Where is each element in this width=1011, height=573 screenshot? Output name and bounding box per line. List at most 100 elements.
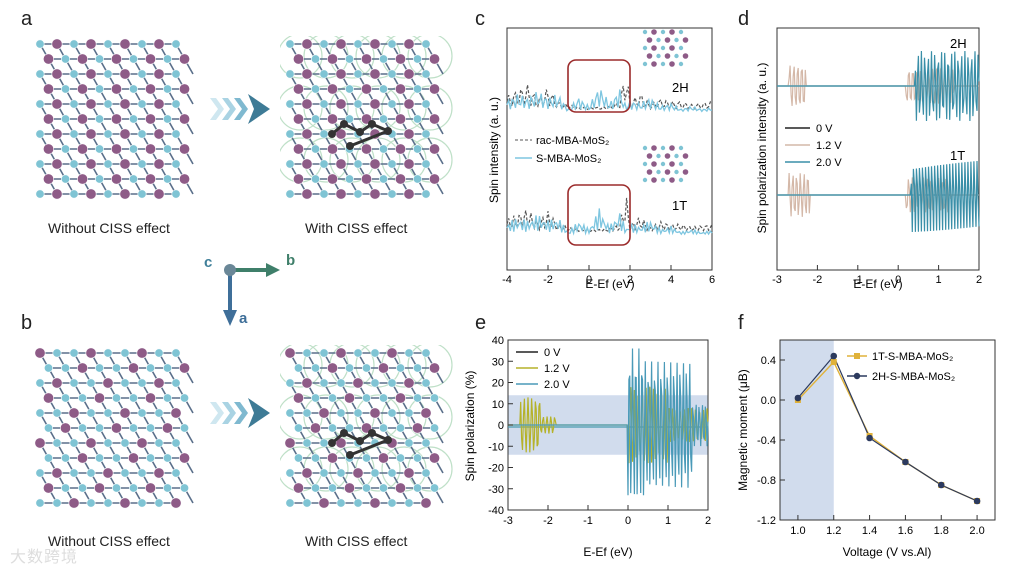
e-ytick-label: 30 <box>492 356 504 368</box>
mo-atom <box>335 347 347 359</box>
e-xtick-label: 2 <box>705 515 711 527</box>
s-atom <box>163 54 173 64</box>
mo-atom <box>309 422 321 434</box>
s-atom <box>60 483 70 493</box>
mo-atom <box>51 98 63 110</box>
s-atom <box>137 99 147 109</box>
s-atom <box>146 363 156 373</box>
s-atom <box>387 99 397 109</box>
mo-atom <box>429 362 441 374</box>
caption-b-right: With CISS effect <box>305 533 408 549</box>
c-series-rac-1t <box>506 197 713 233</box>
mo-atom <box>429 173 441 185</box>
mo-atom <box>153 188 165 200</box>
s-atom <box>319 159 329 169</box>
inset-atom <box>642 145 648 151</box>
s-atom <box>413 144 423 154</box>
s-atom <box>362 483 372 493</box>
d-ylabel: Spin polarization intensity (a. u.) <box>755 63 769 234</box>
mo-atom <box>145 482 157 494</box>
c-series-s-2h <box>506 89 712 113</box>
transition-arrow-icon <box>210 94 270 124</box>
s-atom <box>137 189 147 199</box>
caption-a-left: Without CISS effect <box>48 220 170 236</box>
s-atom <box>180 393 190 403</box>
c-xtick-label: 0 <box>586 274 592 286</box>
d-xtick-label: 2 <box>976 274 982 286</box>
inset-atom <box>660 177 666 183</box>
mo-atom <box>361 173 373 185</box>
s-atom <box>285 189 295 199</box>
s-atom <box>171 468 181 478</box>
inset-atom <box>678 177 684 183</box>
d-annot-1t: 1T <box>950 148 965 163</box>
mo-atom <box>43 392 54 404</box>
inset-atom <box>656 37 661 43</box>
mo-atom <box>68 497 80 509</box>
c-inset-structure-1t <box>642 145 689 183</box>
s-atom <box>129 393 139 403</box>
mo-atom <box>369 158 381 170</box>
mo-atom <box>111 173 123 185</box>
s-atom <box>163 483 173 493</box>
s-atom <box>387 39 397 49</box>
mo-atom <box>179 362 191 374</box>
s-atom <box>336 378 346 388</box>
mo-atom <box>76 83 88 95</box>
axis-a-label: a <box>239 310 248 327</box>
s-atom <box>413 174 423 184</box>
mo-atom <box>403 38 415 50</box>
mo-atom <box>43 53 54 65</box>
s-atom <box>294 453 303 463</box>
f-xtick-label: 1.8 <box>934 525 949 537</box>
s-atom <box>35 129 45 139</box>
s-atom <box>345 114 355 124</box>
s-atom <box>430 483 440 493</box>
s-atom <box>103 39 113 49</box>
s-atom <box>129 114 139 124</box>
s-atom <box>95 114 105 124</box>
s-atom <box>60 453 70 463</box>
e-ytick-label: 0 <box>498 420 504 432</box>
s-atom <box>137 498 147 508</box>
mo-atom <box>111 422 123 434</box>
mba-molecule-atom <box>356 128 364 136</box>
s-atom <box>310 363 320 373</box>
mo-atom <box>51 68 63 80</box>
d-xtick-label: -1 <box>853 274 863 286</box>
s-atom <box>35 378 45 388</box>
s-atom <box>95 144 105 154</box>
s-atom <box>345 423 355 433</box>
s-atom <box>353 39 363 49</box>
e-ytick-label: -20 <box>488 463 504 475</box>
c-highlight-box-2h <box>567 59 631 113</box>
inset-atom <box>678 161 684 167</box>
s-atom <box>310 453 320 463</box>
c-series-s-1t <box>506 208 713 236</box>
s-atom <box>285 408 295 418</box>
s-atom <box>154 438 164 448</box>
s-atom <box>171 99 181 109</box>
f-xtick-label: 1.4 <box>862 525 877 537</box>
inset-atom <box>651 177 657 183</box>
s-atom <box>362 453 372 463</box>
axis-b-label: b <box>286 252 296 269</box>
s-atom <box>345 363 355 373</box>
s-atom <box>69 468 79 478</box>
s-atom <box>129 54 139 64</box>
mo-atom <box>145 173 157 185</box>
mo-atom <box>352 377 364 389</box>
s-atom <box>44 363 53 373</box>
s-atom <box>86 378 96 388</box>
mba-molecule-atom <box>340 429 348 437</box>
mo-atom <box>153 38 165 50</box>
s-atom <box>112 363 122 373</box>
mo-atom <box>293 392 304 404</box>
s-atom <box>52 498 62 508</box>
mo-atom <box>76 173 88 185</box>
s-atom <box>69 348 79 358</box>
s-atom <box>319 378 329 388</box>
e-legend-0v: 0 V <box>544 347 561 359</box>
mo-atom <box>352 467 364 479</box>
inset-atom <box>656 169 661 175</box>
